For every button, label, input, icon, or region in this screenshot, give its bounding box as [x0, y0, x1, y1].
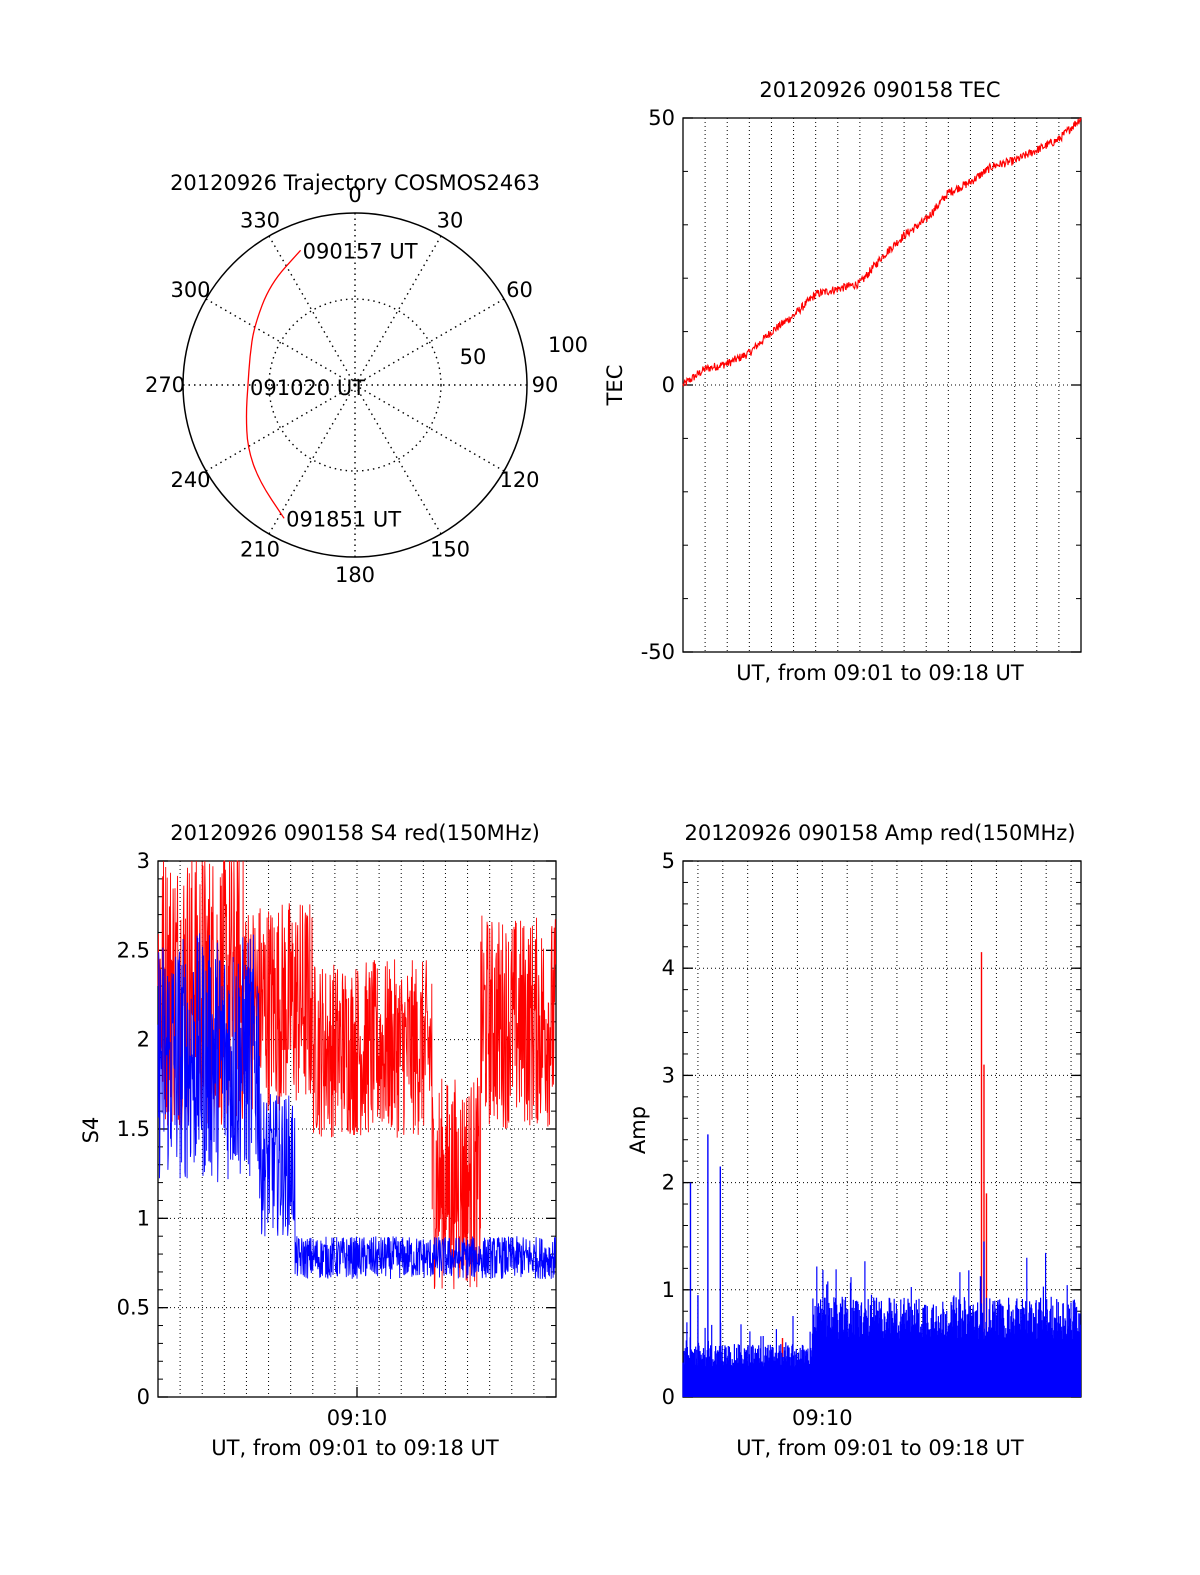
trajectory-title: 20120926 Trajectory COSMOS2463 — [170, 171, 540, 195]
amp-xlabel: UT, from 09:01 to 09:18 UT — [736, 1436, 1024, 1460]
s4-ytick-label: 0 — [137, 1385, 150, 1409]
s4-series-red — [157, 860, 557, 1290]
polar-angle-label-330: 330 — [240, 209, 280, 233]
s4-plot: 20120926 090158 S4 red(150MHz) UT, from … — [79, 821, 557, 1460]
polar-angle-label-150: 150 — [430, 538, 470, 562]
tec-xlabel: UT, from 09:01 to 09:18 UT — [736, 661, 1024, 685]
s4-axes: 0 0.5 1 1.5 2 2.5 3 09:10 — [117, 849, 557, 1430]
s4-ytick-label: 0.5 — [117, 1296, 150, 1320]
s4-ytick-label: 1.5 — [117, 1117, 150, 1141]
s4-xtick-label: 09:10 — [327, 1406, 388, 1430]
trajectory-annotations: 090157 UT 091020 UT 091851 UT — [250, 239, 418, 531]
trajectory-annotation-1: 091020 UT — [250, 376, 365, 400]
tec-ytick-label: 0 — [662, 373, 675, 397]
amp-ytick-label: 2 — [662, 1171, 675, 1195]
polar-angle-label-30: 30 — [437, 209, 464, 233]
polar-spoke-30 — [354, 235, 442, 386]
polar-spoke-240 — [205, 384, 356, 472]
trajectory-track — [245, 249, 302, 519]
amp-title: 20120926 090158 Amp red(150MHz) — [684, 821, 1075, 845]
amp-axes: 0 1 2 3 4 5 09:10 — [662, 849, 1082, 1430]
s4-title: 20120926 090158 S4 red(150MHz) — [170, 821, 540, 845]
tec-series-line — [682, 117, 1082, 387]
amp-ytick-label: 4 — [662, 956, 675, 980]
polar-angle-label-60: 60 — [506, 278, 533, 302]
polar-spoke-330 — [268, 235, 356, 386]
polar-grid — [182, 212, 528, 558]
amp-plot: 20120926 090158 Amp red(150MHz) UT, from… — [626, 821, 1082, 1460]
s4-xlabel: UT, from 09:01 to 09:18 UT — [211, 1436, 499, 1460]
polar-angle-label-90: 90 — [532, 373, 559, 397]
tec-plot: 20120926 090158 TEC UT, from 09:01 to 09… — [603, 78, 1082, 685]
amp-ytick-label: 5 — [662, 849, 675, 873]
amp-ytick-label: 0 — [662, 1385, 675, 1409]
s4-ylabel: S4 — [79, 1117, 103, 1144]
polar-angle-label-270: 270 — [145, 373, 185, 397]
polar-angle-label-120: 120 — [499, 468, 539, 492]
s4-ytick-label: 3 — [137, 849, 150, 873]
s4-ytick-label: 2 — [137, 1028, 150, 1052]
polar-angle-label-240: 240 — [170, 468, 210, 492]
polar-ring-50 — [268, 298, 442, 472]
polar-spoke-60 — [354, 298, 505, 386]
polar-angle-label-0: 0 — [348, 183, 361, 207]
polar-angle-label-300: 300 — [170, 278, 210, 302]
polar-spoke-300 — [205, 298, 356, 386]
polar-spoke-120 — [354, 384, 505, 472]
polar-radius-label-50: 50 — [460, 345, 487, 369]
polar-angle-label-210: 210 — [240, 538, 280, 562]
amp-ytick-label: 1 — [662, 1278, 675, 1302]
s4-series-blue — [157, 933, 557, 1280]
tec-ytick-label: 50 — [648, 106, 675, 130]
amp-xtick-label: 09:10 — [792, 1406, 853, 1430]
trajectory-annotation-2: 091851 UT — [286, 507, 401, 531]
tec-ylabel: TEC — [603, 365, 627, 407]
amp-blue-fill — [812, 1339, 1081, 1397]
amp-ylabel: Amp — [626, 1106, 650, 1154]
polar-spoke-210 — [268, 384, 356, 535]
s4-ytick-label: 1 — [137, 1206, 150, 1230]
s4-ytick-label: 2.5 — [117, 938, 150, 962]
polar-angle-labels: 0 30 60 90 120 150 180 210 240 270 300 330 50 100 — [145, 183, 588, 587]
trajectory-polar-plot: 20120926 Trajectory COSMOS2463 0 30 60 90 12… — [145, 171, 588, 587]
polar-angle-label-180: 180 — [335, 563, 375, 587]
tec-ytick-label: -50 — [641, 640, 675, 664]
trajectory-line — [245, 249, 302, 519]
trajectory-annotation-0: 090157 UT — [303, 239, 418, 263]
amp-ytick-label: 3 — [662, 1063, 675, 1087]
tec-title: 20120926 090158 TEC — [759, 78, 1000, 102]
polar-radius-label-100: 100 — [548, 333, 588, 357]
tec-axes: -50 0 50 — [641, 106, 1082, 664]
polar-spoke-150 — [354, 384, 442, 535]
amp-blue-fill — [683, 1366, 813, 1397]
